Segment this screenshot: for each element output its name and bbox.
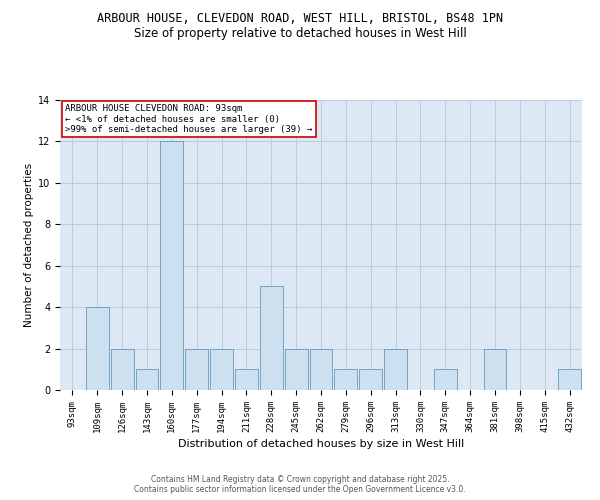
- Bar: [235, 370, 258, 390]
- Bar: [384, 348, 407, 390]
- Bar: [86, 307, 109, 390]
- Bar: [185, 348, 208, 390]
- Y-axis label: Number of detached properties: Number of detached properties: [24, 163, 34, 327]
- Bar: [285, 348, 308, 390]
- Text: ARBOUR HOUSE, CLEVEDON ROAD, WEST HILL, BRISTOL, BS48 1PN: ARBOUR HOUSE, CLEVEDON ROAD, WEST HILL, …: [97, 12, 503, 26]
- Bar: [160, 142, 183, 390]
- Text: Size of property relative to detached houses in West Hill: Size of property relative to detached ho…: [134, 28, 466, 40]
- Bar: [334, 370, 357, 390]
- X-axis label: Distribution of detached houses by size in West Hill: Distribution of detached houses by size …: [178, 439, 464, 449]
- Bar: [484, 348, 506, 390]
- Bar: [359, 370, 382, 390]
- Bar: [558, 370, 581, 390]
- Text: ARBOUR HOUSE CLEVEDON ROAD: 93sqm
← <1% of detached houses are smaller (0)
>99% : ARBOUR HOUSE CLEVEDON ROAD: 93sqm ← <1% …: [65, 104, 313, 134]
- Bar: [260, 286, 283, 390]
- Bar: [210, 348, 233, 390]
- Bar: [111, 348, 134, 390]
- Text: Contains HM Land Registry data © Crown copyright and database right 2025.
Contai: Contains HM Land Registry data © Crown c…: [134, 474, 466, 494]
- Bar: [310, 348, 332, 390]
- Bar: [434, 370, 457, 390]
- Bar: [136, 370, 158, 390]
